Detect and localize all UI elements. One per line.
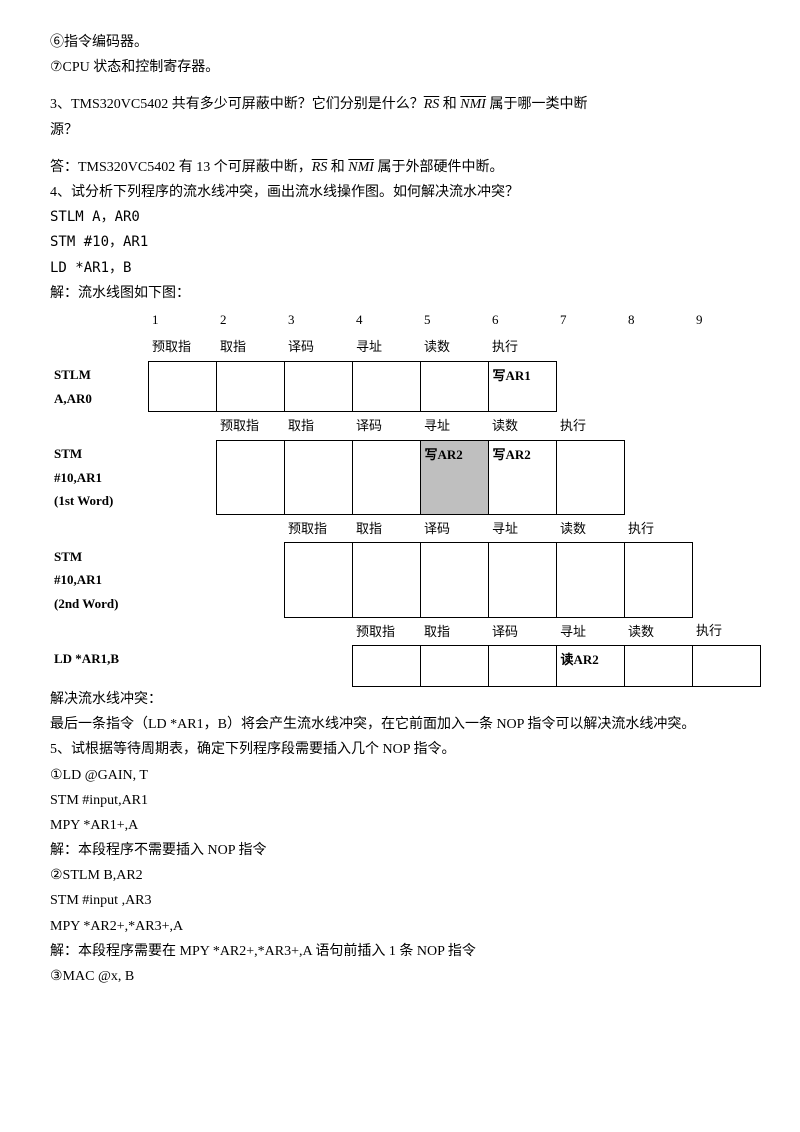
q5-2-2: STM #input ,AR3	[50, 888, 750, 913]
q3-line1: 3、TMS320VC5402 共有多少可屏蔽中断？它们分别是什么？RS 和 NM…	[50, 92, 750, 117]
conflict-text: 最后一条指令（LD *AR1，B）将会产生流水线冲突，在它前面加入一条 NOP …	[50, 712, 750, 737]
q5-2-1: ②STLM B,AR2	[50, 863, 750, 888]
line-6: ⑥指令编码器。	[50, 30, 750, 55]
q3-answer: 答：TMS320VC5402 有 13 个可屏蔽中断，RS 和 NMI 属于外部…	[50, 155, 750, 180]
code-3: LD *AR1，B	[50, 256, 750, 281]
q5-2-ans: 解：本段程序需要在 MPY *AR2+,*AR3+,A 语句前插入 1 条 NO…	[50, 939, 750, 964]
q5-1-ans: 解：本段程序不需要插入 NOP 指令	[50, 838, 750, 863]
q5: 5、试根据等待周期表，确定下列程序段需要插入几个 NOP 指令。	[50, 737, 750, 762]
q4: 4、试分析下列程序的流水线冲突，画出流水线操作图。如何解决流水冲突？	[50, 180, 750, 205]
code-2: STM #10，AR1	[50, 230, 750, 255]
q3-line2: 源？	[50, 118, 750, 143]
solution-label: 解：流水线图如下图：	[50, 281, 750, 306]
line-7: ⑦CPU 状态和控制寄存器。	[50, 55, 750, 80]
q5-1-3: MPY *AR1+,A	[50, 813, 750, 838]
pipeline-diagram: 1 2 3 4 5 6 7 8 9 预取指 取指 译码 寻址 读数 执行 STL…	[50, 306, 761, 687]
q5-1-1: ①LD @GAIN, T	[50, 763, 750, 788]
q5-1-2: STM #input,AR1	[50, 788, 750, 813]
code-1: STLM A，AR0	[50, 205, 750, 230]
q5-3-1: ③MAC @x, B	[50, 964, 750, 989]
conflict-title: 解决流水线冲突：	[50, 687, 750, 712]
q5-2-3: MPY *AR2+,*AR3+,A	[50, 914, 750, 939]
